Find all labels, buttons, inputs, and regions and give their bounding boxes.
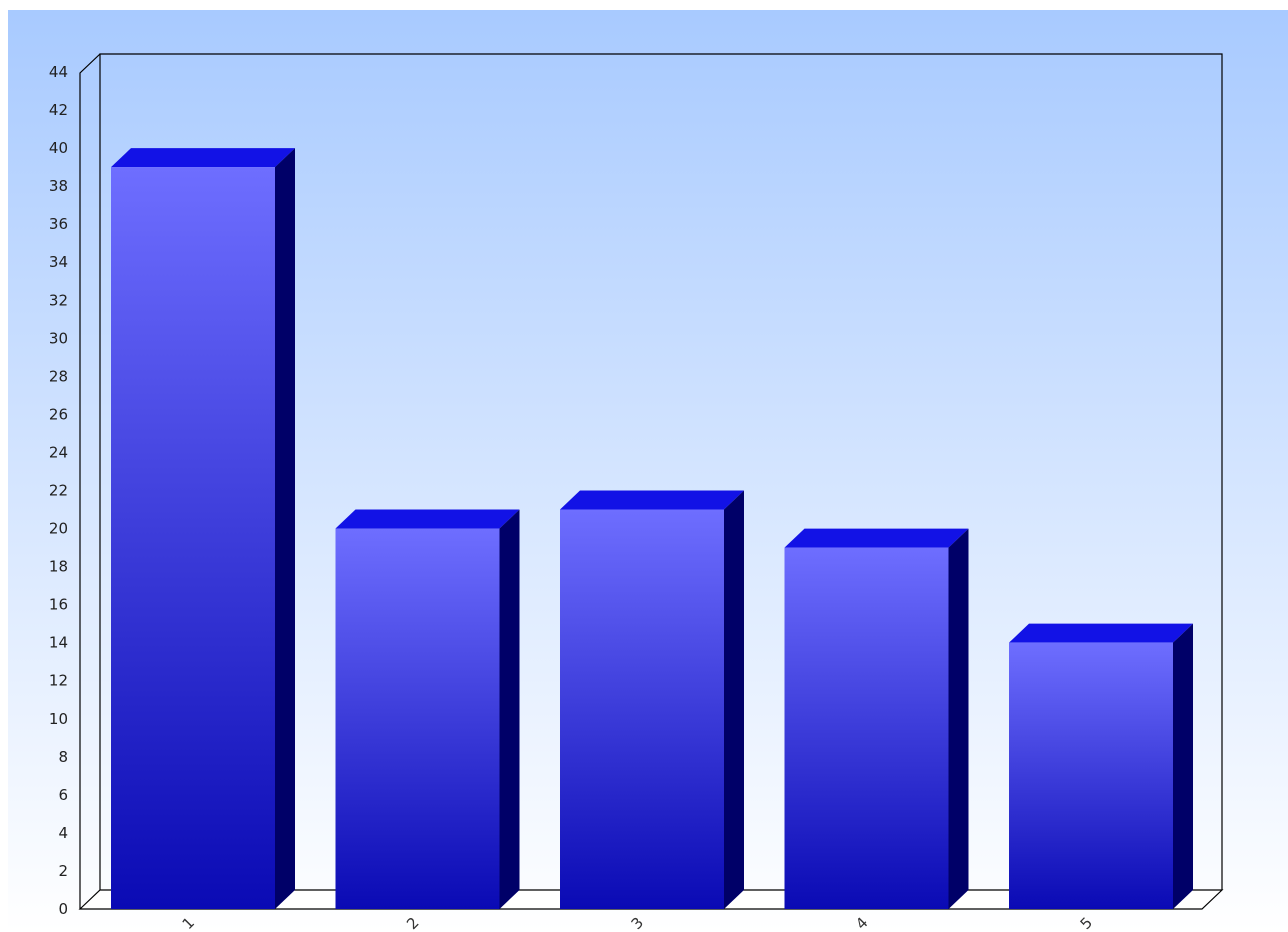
bar-side-face bbox=[724, 490, 744, 909]
y-tick-label: 26 bbox=[49, 405, 68, 423]
bars bbox=[111, 148, 1193, 909]
bar-front-face bbox=[560, 509, 724, 909]
bar-front-face bbox=[1009, 642, 1173, 909]
y-tick-label: 36 bbox=[49, 215, 68, 233]
y-tick-label: 38 bbox=[49, 177, 68, 195]
y-tick-label: 10 bbox=[49, 710, 68, 728]
back-wall bbox=[99, 53, 1223, 890]
y-axis-ticks: 0246810121416182022242628303234363840424… bbox=[49, 63, 68, 918]
bar bbox=[111, 148, 295, 909]
y-tick-label: 22 bbox=[49, 482, 68, 500]
bar-side-face bbox=[275, 148, 295, 909]
y-tick-label: 0 bbox=[58, 900, 68, 918]
bar-side-face bbox=[499, 509, 520, 909]
y-tick-label: 42 bbox=[49, 101, 68, 119]
bar bbox=[1009, 623, 1193, 909]
bar-top-face bbox=[784, 528, 969, 548]
y-tick-label: 34 bbox=[49, 253, 68, 271]
bar-side-face bbox=[1173, 623, 1193, 909]
y-tick-label: 12 bbox=[49, 672, 68, 690]
y-tick-label: 4 bbox=[58, 824, 68, 842]
y-tick-label: 30 bbox=[49, 329, 68, 347]
bar-top-face bbox=[111, 148, 295, 168]
y-tick-label: 16 bbox=[49, 596, 68, 614]
bar-top-face bbox=[1009, 623, 1193, 643]
bar-top-face bbox=[335, 509, 520, 529]
bar bbox=[784, 528, 969, 909]
y-tick-label: 24 bbox=[49, 443, 68, 461]
bar-top-face bbox=[560, 490, 744, 510]
y-tick-label: 14 bbox=[49, 634, 68, 652]
bar-front-face bbox=[335, 528, 500, 909]
y-tick-label: 32 bbox=[49, 291, 68, 309]
bar-front-face bbox=[111, 167, 275, 909]
y-tick-label: 44 bbox=[49, 63, 68, 81]
bar-side-face bbox=[948, 528, 969, 909]
y-tick-label: 8 bbox=[58, 748, 68, 766]
y-tick-label: 28 bbox=[49, 367, 68, 385]
y-tick-label: 40 bbox=[49, 139, 68, 157]
y-tick-label: 6 bbox=[58, 786, 68, 804]
y-tick-label: 20 bbox=[49, 520, 68, 538]
bar bbox=[560, 490, 744, 909]
bar bbox=[335, 509, 520, 909]
side-wall bbox=[79, 53, 101, 909]
y-tick-label: 18 bbox=[49, 558, 68, 576]
y-tick-label: 2 bbox=[58, 862, 68, 880]
bar-front-face bbox=[784, 547, 949, 909]
